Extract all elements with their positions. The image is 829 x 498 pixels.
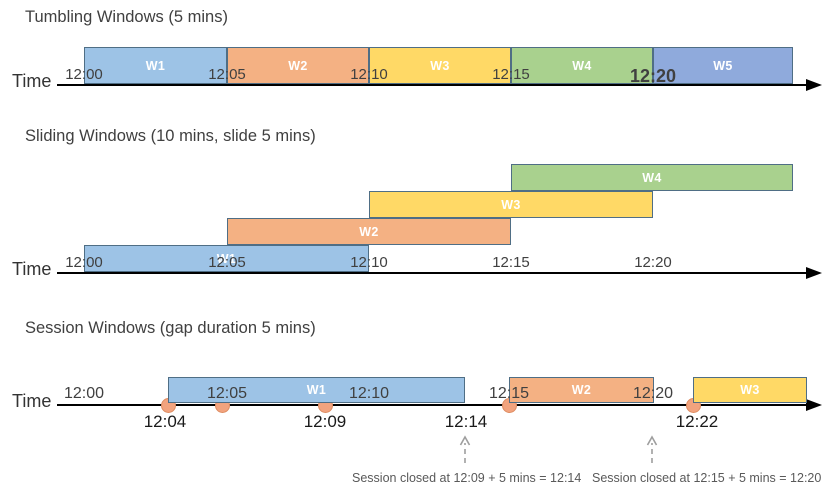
time-axis-arrowhead-icon: [806, 398, 822, 411]
window-label: W2: [288, 58, 308, 73]
window-label: W2: [571, 383, 592, 397]
tick-label-sliding-12:15: 12:15: [492, 254, 530, 271]
time-axis-label-session: Time: [12, 391, 52, 411]
window-label: W1: [306, 383, 327, 397]
time-axis-arrowhead-icon: [806, 266, 822, 279]
tick-label-session-12:05: 12:05: [206, 385, 248, 402]
event-time-label-12:14: 12:14: [444, 412, 488, 431]
time-axis-session: [57, 404, 806, 406]
time-axis-sliding: [57, 272, 806, 274]
tick-label-tumbling-12:10: 12:10: [350, 66, 388, 83]
section-title-tumbling: Tumbling Windows (5 mins): [25, 8, 228, 26]
tick-label-sliding-12:00: 12:00: [65, 254, 103, 271]
window-tumbling-W2: W2: [227, 47, 369, 84]
window-tumbling-W4: W4: [511, 47, 653, 84]
time-axis-arrowhead-icon: [806, 78, 822, 91]
window-sliding-W3: W3: [369, 191, 653, 218]
window-label: W4: [572, 58, 592, 73]
window-label: W5: [713, 58, 733, 73]
dashed-up-arrow-icon: [646, 435, 658, 463]
window-label: W1: [216, 251, 237, 266]
section-title-sliding: Sliding Windows (10 mins, slide 5 mins): [25, 127, 316, 145]
tick-label-tumbling-12:15: 12:15: [492, 66, 530, 83]
event-time-label-12:04: 12:04: [143, 412, 187, 431]
window-tumbling-W5: W5: [653, 47, 793, 84]
tick-label-sliding-12:05: 12:05: [208, 254, 246, 271]
dashed-up-arrow-icon: [459, 435, 471, 463]
window-label: W3: [501, 197, 521, 212]
window-label: W3: [740, 383, 760, 397]
window-label: W3: [430, 58, 450, 73]
window-label: W1: [145, 58, 166, 73]
session-closed-annotation: Session closed at 12:15 + 5 mins = 12:20: [592, 471, 822, 485]
section-title-session: Session Windows (gap duration 5 mins): [25, 319, 316, 337]
tick-label-sliding-12:20: 12:20: [634, 254, 672, 271]
event-time-label-12:22: 12:22: [675, 412, 719, 431]
window-label: W4: [642, 170, 662, 185]
time-axis-label-sliding: Time: [12, 259, 52, 279]
tick-label-tumbling-12:05: 12:05: [208, 66, 246, 83]
window-session-W2: W2: [509, 377, 654, 403]
window-label: W2: [359, 224, 379, 239]
time-axis-tumbling: [57, 84, 806, 86]
event-time-label-12:09: 12:09: [303, 412, 347, 431]
tick-label-session-12:00: 12:00: [63, 385, 105, 402]
session-closed-annotation: Session closed at 12:09 + 5 mins = 12:14: [352, 471, 582, 485]
tick-label-tumbling-12:00: 12:00: [65, 66, 103, 83]
tick-label-session-12:15: 12:15: [488, 385, 530, 402]
tick-label-session-12:10: 12:10: [348, 385, 390, 402]
window-sliding-W4: W4: [511, 164, 793, 191]
window-tumbling-W1: W1: [84, 47, 227, 84]
tick-label-session-12:20: 12:20: [632, 385, 674, 402]
time-axis-label-tumbling: Time: [12, 71, 52, 91]
window-session-W1: W1: [168, 377, 465, 403]
window-tumbling-W3: W3: [369, 47, 511, 84]
window-sliding-W2: W2: [227, 218, 511, 245]
tick-label-tumbling-12:20: 12:20: [629, 66, 677, 86]
window-session-W3: W3: [693, 377, 807, 403]
tick-label-sliding-12:10: 12:10: [350, 254, 388, 271]
window-sliding-W1: W1: [84, 245, 369, 272]
